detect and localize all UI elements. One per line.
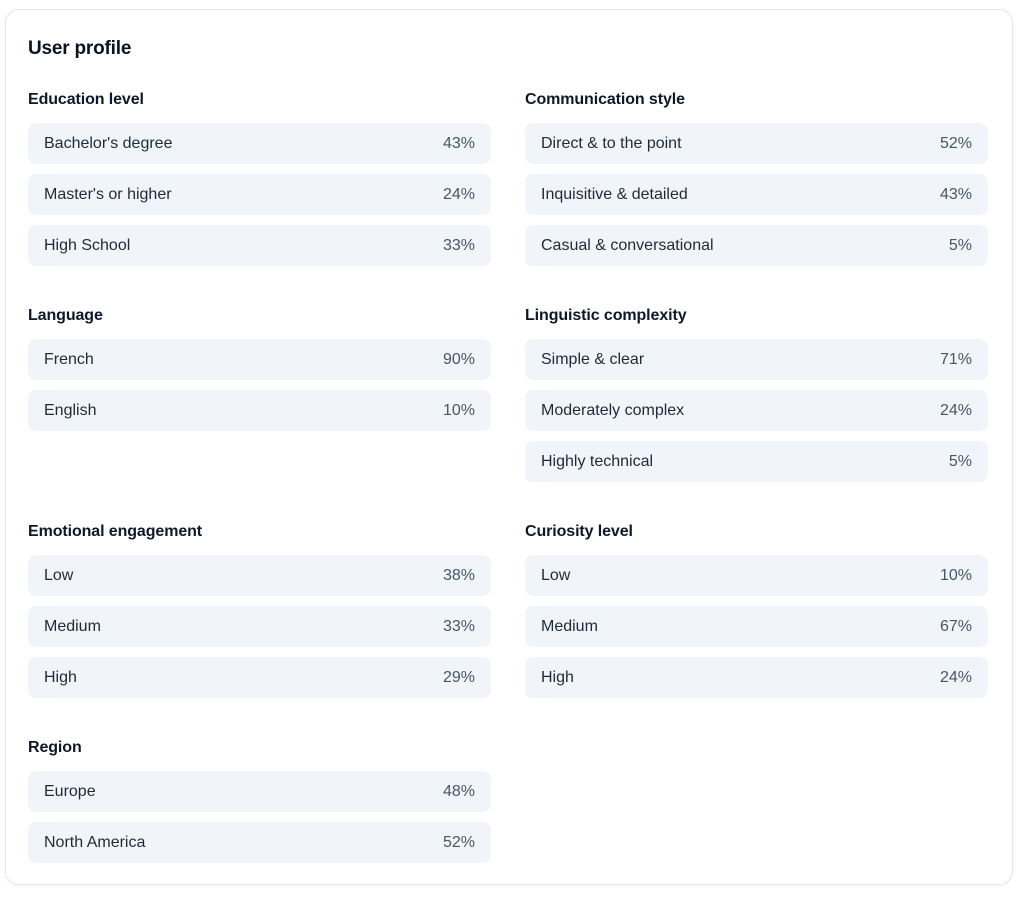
stat-label: English	[44, 401, 97, 419]
stat-value: 71%	[939, 350, 972, 368]
section-title: Education level	[28, 91, 144, 108]
stat-label: High School	[44, 236, 131, 254]
stat-row: French 90%	[28, 339, 491, 380]
stat-label: High	[44, 668, 77, 686]
section-linguistic-complexity: Linguistic complexity Simple & clear 71%…	[525, 306, 988, 482]
stat-value: 24%	[939, 401, 972, 419]
stat-value: 10%	[442, 401, 475, 419]
stat-rows: Direct & to the point 52% Inquisitive & …	[525, 123, 988, 266]
stat-value: 29%	[442, 668, 475, 686]
stat-value: 43%	[442, 134, 475, 152]
stat-value: 38%	[442, 566, 475, 584]
stat-label: Master's or higher	[44, 185, 172, 203]
stat-label: North America	[44, 833, 146, 851]
stat-label: Europe	[44, 782, 96, 800]
stat-label: Medium	[541, 617, 598, 635]
stat-label: Bachelor's degree	[44, 134, 173, 152]
stat-row: North America 52%	[28, 822, 491, 863]
stat-row: Europe 48%	[28, 771, 491, 812]
stat-value: 52%	[939, 134, 972, 152]
user-profile-card: User profile Education level Bachelor's …	[5, 9, 1013, 885]
stat-rows: Bachelor's degree 43% Master's or higher…	[28, 123, 491, 266]
section-title: Communication style	[525, 91, 685, 108]
stat-value: 67%	[939, 617, 972, 635]
section-communication-style: Communication style Direct & to the poin…	[525, 90, 988, 266]
stat-value: 48%	[442, 782, 475, 800]
section-emotional-engagement: Emotional engagement Low 38% Medium 33% …	[28, 522, 491, 698]
stat-value: 5%	[948, 236, 972, 254]
stat-row: Low 10%	[525, 555, 988, 596]
section-curiosity-level: Curiosity level Low 10% Medium 67% High …	[525, 522, 988, 698]
stat-value: 90%	[442, 350, 475, 368]
stat-label: Inquisitive & detailed	[541, 185, 688, 203]
stat-value: 33%	[442, 236, 475, 254]
stat-label: Direct & to the point	[541, 134, 682, 152]
stat-value: 33%	[442, 617, 475, 635]
section-title: Linguistic complexity	[525, 307, 687, 324]
section-title: Language	[28, 307, 103, 324]
stat-label: Casual & conversational	[541, 236, 714, 254]
stat-label: Low	[541, 566, 571, 584]
stat-value: 10%	[939, 566, 972, 584]
stat-label: High	[541, 668, 574, 686]
stat-row: Master's or higher 24%	[28, 174, 491, 215]
stat-rows: Europe 48% North America 52%	[28, 771, 491, 863]
stat-label: Low	[44, 566, 74, 584]
stat-row: Inquisitive & detailed 43%	[525, 174, 988, 215]
stat-label: Simple & clear	[541, 350, 645, 368]
stat-row: Direct & to the point 52%	[525, 123, 988, 164]
stat-rows: Simple & clear 71% Moderately complex 24…	[525, 339, 988, 482]
stat-row: Medium 33%	[28, 606, 491, 647]
stat-row: Moderately complex 24%	[525, 390, 988, 431]
stat-label: Medium	[44, 617, 101, 635]
stat-rows: Low 10% Medium 67% High 24%	[525, 555, 988, 698]
stat-row: High School 33%	[28, 225, 491, 266]
stat-row: Medium 67%	[525, 606, 988, 647]
stat-rows: Low 38% Medium 33% High 29%	[28, 555, 491, 698]
section-education-level: Education level Bachelor's degree 43% Ma…	[28, 90, 491, 266]
stat-row: High 24%	[525, 657, 988, 698]
sections-grid: Education level Bachelor's degree 43% Ma…	[28, 90, 988, 863]
section-region: Region Europe 48% North America 52%	[28, 738, 491, 863]
stat-value: 52%	[442, 833, 475, 851]
stat-rows: French 90% English 10%	[28, 339, 491, 431]
stat-row: Casual & conversational 5%	[525, 225, 988, 266]
stat-row: Highly technical 5%	[525, 441, 988, 482]
stat-label: Moderately complex	[541, 401, 685, 419]
stat-row: Simple & clear 71%	[525, 339, 988, 380]
stat-value: 24%	[442, 185, 475, 203]
stat-row: High 29%	[28, 657, 491, 698]
section-title: Region	[28, 739, 82, 756]
section-title: Curiosity level	[525, 523, 633, 540]
section-title: Emotional engagement	[28, 523, 203, 540]
section-language: Language French 90% English 10%	[28, 306, 491, 431]
stat-value: 24%	[939, 668, 972, 686]
stat-row: English 10%	[28, 390, 491, 431]
stat-value: 5%	[948, 452, 972, 470]
stat-label: Highly technical	[541, 452, 654, 470]
stat-row: Bachelor's degree 43%	[28, 123, 491, 164]
card-title: User profile	[28, 38, 132, 59]
stat-value: 43%	[939, 185, 972, 203]
stat-row: Low 38%	[28, 555, 491, 596]
stat-label: French	[44, 350, 94, 368]
